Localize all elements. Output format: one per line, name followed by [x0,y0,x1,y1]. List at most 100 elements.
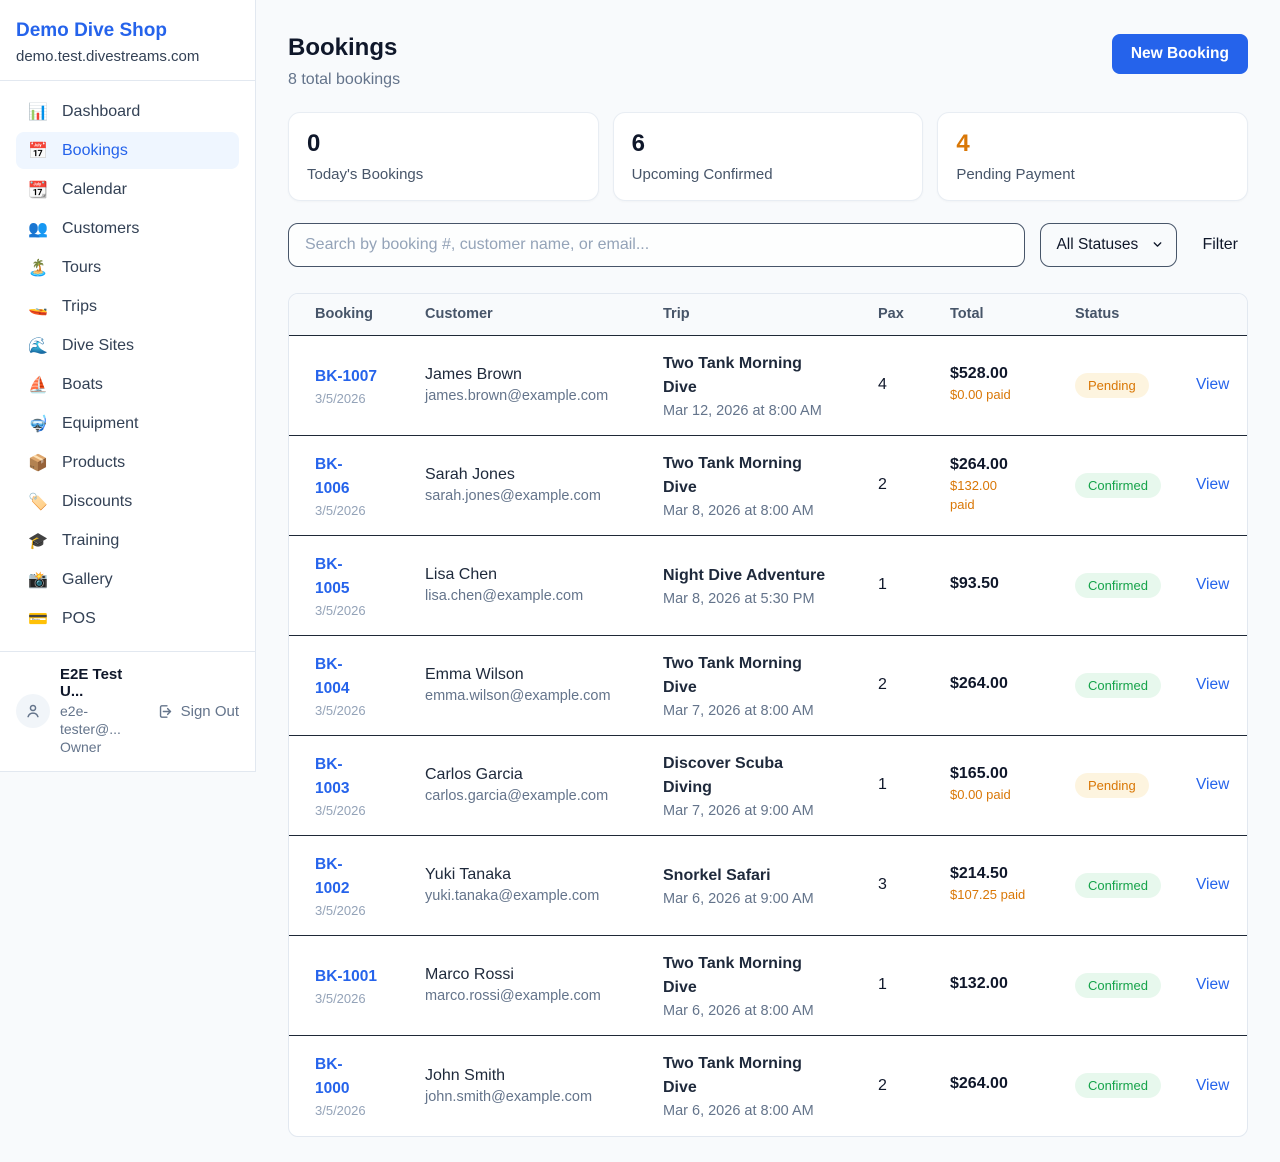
booking-id-link[interactable]: BK-1001 [315,967,378,985]
sidebar-item-trips[interactable]: 🚤 Trips [16,288,239,325]
view-link[interactable]: View [1196,476,1230,494]
stat-card-todays-bookings: 0 Today's Bookings [288,112,599,201]
trip-datetime: Mar 8, 2026 at 8:00 AM [663,502,814,519]
column-header-trip: Trip [663,306,690,323]
customer-email: lisa.chen@example.com [425,588,584,605]
customer-name: James Brown [425,366,522,384]
booking-cell: BK- 1000 3/5/2026 [315,1053,425,1118]
view-link[interactable]: View [1196,576,1230,594]
sidebar-item-training[interactable]: 🎓 Training [16,522,239,559]
filter-button[interactable]: Filter [1192,236,1248,254]
stat-value: 6 [631,130,646,157]
status-filter-select[interactable]: All Statuses [1040,222,1178,267]
user-email: e2e-tester@... [60,703,121,738]
booking-date: 3/5/2026 [315,602,366,618]
customer-name: Lisa Chen [425,566,498,584]
sidebar-item-dashboard[interactable]: 📊 Dashboard [16,93,239,130]
sidebar-item-label: Trips [62,297,97,315]
pax-value: 1 [878,776,887,794]
sidebar-item-equipment[interactable]: 🤿 Equipment [16,405,239,442]
actions-cell: View [1196,1077,1231,1095]
booking-date: 3/5/2026 [315,802,366,818]
trip-datetime: Mar 7, 2026 at 8:00 AM [663,702,814,719]
booking-id-link[interactable]: BK- 1006 [315,455,350,497]
stat-label: Upcoming Confirmed [631,165,773,183]
sidebar-item-tours[interactable]: 🏝️ Tours [16,249,239,286]
customer-cell: James Brown james.brown@example.com [425,366,663,404]
actions-cell: View [1196,876,1231,894]
package-icon: 📦 [28,453,48,472]
sidebar-item-label: Gallery [62,570,113,588]
total-cell: $165.00 $0.00 paid [950,765,1075,805]
trip-cell: Two Tank Morning Dive Mar 8, 2026 at 8:0… [663,452,878,519]
sidebar-item-products[interactable]: 📦 Products [16,444,239,481]
view-link[interactable]: View [1196,776,1230,794]
sign-out-button[interactable]: Sign Out [157,703,239,720]
sidebar-item-customers[interactable]: 👥 Customers [16,210,239,247]
sidebar-item-label: Dive Sites [62,336,135,354]
pax-value: 1 [878,576,887,594]
status-cell: Confirmed [1075,872,1196,898]
speedboat-icon: 🚤 [28,297,48,316]
sign-out-icon [159,704,171,718]
bookings-count: 8 total bookings [288,71,401,88]
view-link[interactable]: View [1196,976,1230,994]
status-cell: Confirmed [1075,672,1196,698]
sidebar-item-calendar[interactable]: 📆 Calendar [16,171,239,208]
view-link[interactable]: View [1196,1076,1230,1094]
customer-cell: Marco Rossi marco.rossi@example.com [425,966,663,1004]
status-cell: Confirmed [1075,472,1196,498]
total-cell: $93.50 [950,575,1075,596]
customer-email: marco.rossi@example.com [425,988,601,1005]
sidebar-item-discounts[interactable]: 🏷️ Discounts [16,483,239,520]
total-amount: $214.50 [950,865,1008,883]
total-amount: $264.00 [950,455,1008,473]
sidebar-item-boats[interactable]: ⛵ Boats [16,366,239,403]
pax-value: 2 [878,476,887,494]
trip-datetime: Mar 6, 2026 at 8:00 AM [663,1103,814,1120]
trip-name: Two Tank Morning Dive [663,454,802,496]
trip-datetime: Mar 12, 2026 at 8:00 AM [663,402,822,419]
table-row: BK-1007 3/5/2026 James Brown james.brown… [289,336,1247,436]
trip-cell: Snorkel Safari Mar 6, 2026 at 9:00 AM [663,864,878,907]
trip-name: Two Tank Morning Dive [663,954,802,996]
sidebar-item-label: Customers [62,219,140,237]
customer-email: carlos.garcia@example.com [425,788,609,805]
pax-value: 2 [878,676,887,694]
status-badge: Pending [1075,372,1149,398]
person-icon [27,704,39,718]
column-header-booking: Booking [315,306,373,323]
table-row: BK- 1006 3/5/2026 Sarah Jones sarah.jone… [289,436,1247,536]
booking-id-link[interactable]: BK- 1005 [315,555,350,597]
customer-cell: Emma Wilson emma.wilson@example.com [425,666,663,704]
sidebar-item-bookings[interactable]: 📅 Bookings [16,132,239,169]
sidebar-item-pos[interactable]: 💳 POS [16,600,239,637]
tear-off-calendar-icon: 📆 [28,180,48,199]
status-select-wrap: All Statuses [1040,222,1178,267]
stat-label: Today's Bookings [307,165,424,183]
view-link[interactable]: View [1196,676,1230,694]
status-badge: Confirmed [1075,1073,1161,1099]
new-booking-button[interactable]: New Booking [1111,34,1248,74]
booking-id-link[interactable]: BK- 1002 [315,855,350,897]
customer-email: yuki.tanaka@example.com [425,888,600,905]
pax-value: 1 [878,976,887,994]
status-badge: Pending [1075,772,1149,798]
view-link[interactable]: View [1196,876,1230,894]
customer-email: john.smith@example.com [425,1088,593,1105]
trip-cell: Discover Scuba Diving Mar 7, 2026 at 9:0… [663,752,878,819]
booking-id-link[interactable]: BK-1007 [315,367,378,385]
sidebar-item-gallery[interactable]: 📸 Gallery [16,561,239,598]
bar-chart-icon: 📊 [28,102,48,121]
booking-id-link[interactable]: BK- 1004 [315,655,350,697]
search-input[interactable] [288,222,1026,267]
total-cell: $132.00 [950,975,1075,996]
booking-id-link[interactable]: BK- 1003 [315,755,350,797]
page-title-block: Bookings 8 total bookings [288,34,400,89]
table-row: BK- 1004 3/5/2026 Emma Wilson emma.wilso… [289,636,1247,736]
booking-id-link[interactable]: BK- 1000 [315,1056,350,1098]
trip-cell: Night Dive Adventure Mar 8, 2026 at 5:30… [663,564,878,607]
view-link[interactable]: View [1196,376,1230,394]
shop-domain: demo.test.divestreams.com [16,48,200,65]
sidebar-item-dive-sites[interactable]: 🌊 Dive Sites [16,327,239,364]
